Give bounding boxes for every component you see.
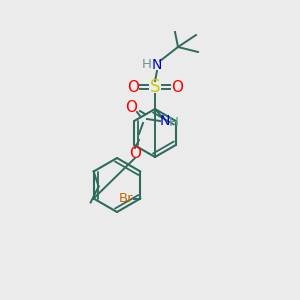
- Text: S: S: [150, 78, 160, 96]
- Text: H: H: [142, 58, 152, 71]
- Text: O: O: [127, 80, 139, 94]
- Text: O: O: [129, 146, 141, 160]
- Text: O: O: [171, 80, 183, 94]
- Text: H: H: [169, 116, 179, 130]
- Text: O: O: [125, 100, 137, 115]
- Text: N: N: [152, 58, 162, 72]
- Text: Br: Br: [119, 192, 134, 205]
- Text: N: N: [160, 114, 170, 128]
